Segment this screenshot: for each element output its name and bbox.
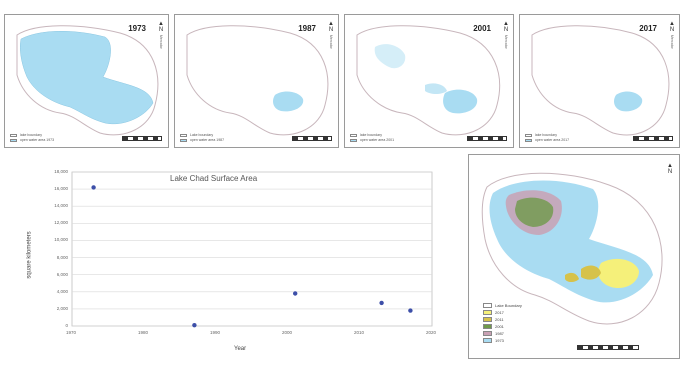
legend-item: 2001 xyxy=(483,323,522,330)
x-tick-label: 1980 xyxy=(138,330,149,335)
marsh-area xyxy=(374,44,406,69)
water-2011 xyxy=(565,272,579,282)
y-tick-label: 16,000 xyxy=(54,186,68,192)
x-tick-label: 2010 xyxy=(354,330,365,335)
lake-map-2017 xyxy=(531,25,670,136)
map-year: 2017 xyxy=(639,24,657,33)
data-point xyxy=(293,291,298,296)
map-legend: lake boundary open water area 2001 xyxy=(350,133,394,143)
marsh-area xyxy=(425,83,447,94)
map-legend: lake boundary open water area 2017 xyxy=(525,133,569,143)
y-tick-label: 18,000 xyxy=(54,169,68,174)
legend-item: 2017 xyxy=(483,309,522,316)
overlay-map-panel: ▲ N Lake Boundary 2017 2011 2001 1987 197… xyxy=(468,154,680,359)
legend-item: 1973 xyxy=(483,337,522,344)
y-tick-label: 6,000 xyxy=(56,271,68,277)
map-legend: Lake boundary open water area 1987 xyxy=(180,133,224,143)
scale-bar xyxy=(577,345,639,350)
map-legend: lake boundary open water area 1973 xyxy=(10,133,54,143)
data-point xyxy=(91,185,96,190)
y-tick-label: 12,000 xyxy=(54,220,68,226)
scale-bar xyxy=(122,136,162,141)
scale-bar xyxy=(467,136,507,141)
north-arrow-icon: ▲ N Mercator xyxy=(328,21,334,49)
overlay-map xyxy=(481,172,663,325)
north-arrow-icon: ▲ N Mercator xyxy=(669,21,675,49)
map-panel-2001: 2001 ▲ N Mercator lake boundary open water… xyxy=(344,14,514,148)
y-tick-label: 10,000 xyxy=(54,237,68,243)
north-arrow-icon: ▲ N Mercator xyxy=(158,21,164,49)
map-year: 2001 xyxy=(473,24,491,33)
map-panel-1973: 1973 ▲ N Mercator lake boundary open water… xyxy=(4,14,169,148)
lake-boundary xyxy=(186,25,329,136)
map-panel-2017: 2017 ▲ N Mercator lake boundary open water… xyxy=(519,14,680,148)
surface-area-chart: Lake Chad Surface Area Year square kilom… xyxy=(26,160,458,360)
y-tick-label: 0 xyxy=(65,323,68,328)
y-axis-title: square kilometers xyxy=(26,231,33,279)
legend-item: 1987 xyxy=(483,330,522,337)
y-tick-label: 4,000 xyxy=(56,288,68,294)
scale-bar xyxy=(292,136,332,141)
y-tick-label: 14,000 xyxy=(54,203,68,209)
lake-map-2001 xyxy=(356,25,501,136)
overlay-legend: Lake Boundary 2017 2011 2001 1987 1973 xyxy=(483,302,522,344)
y-tick-label: 8,000 xyxy=(56,254,68,260)
x-tick-label: 1970 xyxy=(66,330,77,335)
x-tick-label: 1990 xyxy=(210,330,221,335)
lake-boundary xyxy=(356,25,501,136)
open-water-area xyxy=(443,89,478,114)
water-2001 xyxy=(515,197,554,227)
water-2017 xyxy=(598,258,639,289)
map-year: 1973 xyxy=(128,24,146,33)
open-water-area xyxy=(20,31,154,125)
lake-boundary xyxy=(531,25,670,136)
lake-boundary xyxy=(16,25,159,136)
open-water-area xyxy=(614,91,643,112)
plot-area xyxy=(71,171,433,327)
data-point xyxy=(192,322,197,328)
lake-map-1973 xyxy=(16,25,159,136)
water-2011 xyxy=(581,265,601,280)
x-tick-label: 2000 xyxy=(282,330,293,335)
x-tick-label: 2020 xyxy=(426,330,437,335)
map-year: 1987 xyxy=(298,24,316,33)
chart-title: Lake Chad Surface Area xyxy=(170,174,258,183)
legend-item: Lake Boundary xyxy=(483,302,522,309)
x-axis-title: Year xyxy=(234,346,247,352)
north-arrow-icon: ▲ N xyxy=(667,163,673,175)
map-panel-1987: 1987 ▲ N Mercator Lake boundary open water… xyxy=(174,14,339,148)
scale-bar xyxy=(633,136,673,141)
legend-item: 2011 xyxy=(483,316,522,323)
data-point xyxy=(408,308,413,313)
y-tick-label: 2,000 xyxy=(56,305,68,311)
chart-canvas xyxy=(71,171,433,328)
open-water-area xyxy=(273,91,304,112)
north-arrow-icon: ▲ N Mercator xyxy=(503,21,509,49)
data-point xyxy=(379,300,384,306)
lake-map-1987 xyxy=(186,25,329,136)
